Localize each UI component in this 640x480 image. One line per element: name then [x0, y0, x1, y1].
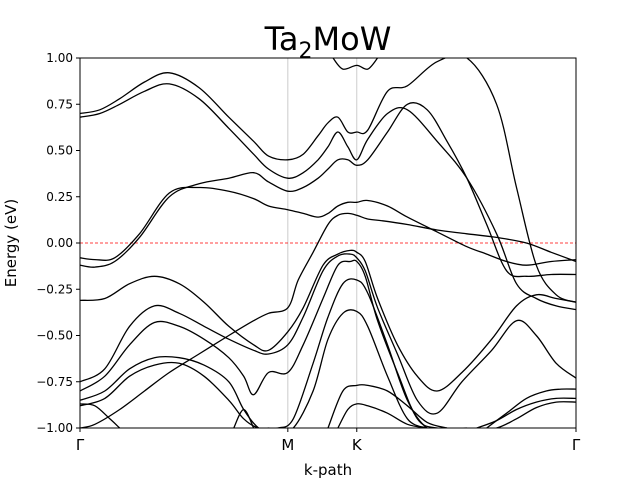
bands-group: [80, 58, 576, 428]
ytick-label: −0.75: [36, 375, 73, 389]
xtick-label: Γ: [572, 436, 581, 454]
band-4: [80, 83, 576, 311]
y-axis-label: Energy (eV): [2, 199, 20, 287]
band-2: [80, 186, 576, 266]
band-12: [337, 403, 428, 428]
band-5: [80, 58, 576, 303]
band-17: [233, 408, 255, 428]
y-axis-ticks: −1.00 −0.75 −0.50 −0.25 0.00 0.25 0.50 0.75 1.00: [36, 51, 80, 435]
ytick-label: 0.50: [46, 144, 73, 158]
chart-title: Ta2MoW: [264, 20, 392, 64]
band-13: [486, 388, 576, 428]
x-axis-label: k-path: [304, 461, 352, 479]
ytick-label: 1.00: [46, 51, 73, 65]
band-7: [80, 253, 576, 415]
band-3: [80, 102, 576, 278]
band-6: [80, 249, 576, 392]
xtick-label: M: [281, 436, 294, 454]
band-8: [80, 259, 467, 428]
band-16: [80, 403, 121, 428]
xtick-label: K: [352, 436, 363, 454]
band-11: [327, 384, 448, 428]
band-14: [476, 397, 576, 428]
ytick-label: 0.00: [46, 236, 73, 250]
ytick-label: 0.75: [46, 97, 73, 111]
ytick-label: −0.50: [36, 329, 73, 343]
band-10: [80, 309, 428, 428]
ytick-label: 0.25: [46, 190, 73, 204]
ytick-label: −0.25: [36, 282, 73, 296]
band-9: [80, 278, 447, 428]
xtick-label: Γ: [76, 436, 85, 454]
ytick-label: −1.00: [36, 421, 73, 435]
band-1: [80, 212, 576, 428]
band-18: [332, 58, 379, 70]
band-15: [476, 401, 576, 428]
